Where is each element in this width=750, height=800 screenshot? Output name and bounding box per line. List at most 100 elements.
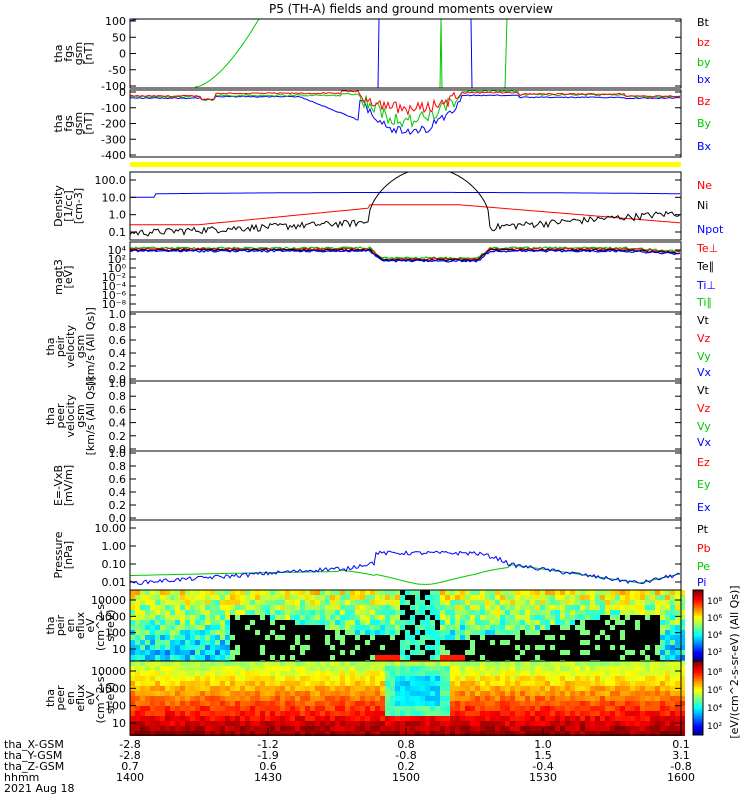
legend-entry: bz: [697, 36, 710, 49]
density-panel: 100.0 10.0 1.0 0.1 Density[1/cc][cm-3] Ne Ni Np…: [52, 171, 724, 241]
y-tick-label: -100: [101, 80, 126, 93]
x-tick-label: 1.0: [534, 738, 552, 751]
legend-entry: bx: [697, 73, 711, 86]
legend-entry: Bx: [697, 140, 712, 153]
legend-entry: Vt: [697, 384, 710, 397]
y-tick-label: 0: [119, 86, 126, 99]
y-tick-label: 0.01: [102, 576, 127, 589]
Ni-trace: [129, 171, 681, 237]
legend-entry: Vx: [697, 436, 712, 449]
Pe-trace: [129, 563, 681, 585]
colorbar-tick: 10⁴: [707, 631, 722, 641]
y-tick-label: 10000: [91, 665, 126, 678]
legend-entry: Vy: [697, 420, 711, 433]
y-axis-label: sr-eV): [104, 682, 117, 714]
x-tick-label: 0.1: [672, 738, 690, 751]
peer-velocity-frame: [129, 380, 682, 452]
peer-spectrogram-panel: 10000 1000 100 10 thapeerenefluxeV(cm^2-s-sr…: [44, 660, 682, 736]
y-tick-label: 10⁻⁸: [102, 298, 127, 311]
y-axis-label: gsm: [72, 42, 85, 65]
y-tick-label: 0.2: [109, 430, 127, 443]
bx-spike: [377, 18, 380, 89]
y-axis-label: [nPa]: [62, 541, 75, 569]
y-axis-label: Density: [52, 185, 65, 227]
colorbar-frame: [692, 660, 704, 736]
Bx-trace: [130, 94, 681, 136]
y-tick-label: 100: [105, 627, 126, 640]
legend-entry: Te∥: [696, 260, 714, 273]
y-tick-label: 100: [105, 15, 126, 28]
y-tick-label: 10⁻²: [102, 271, 126, 284]
y-axis-label: (cm^2-s-: [94, 673, 107, 724]
y-axis-label: eV: [84, 690, 97, 705]
y-tick-label: 0: [119, 48, 126, 61]
y-tick-label: 10: [112, 717, 126, 730]
y-axis-label: E=-VxB: [52, 465, 65, 506]
y-tick-label: 1.0: [109, 377, 127, 390]
date-label: 2021 Aug 18: [4, 782, 74, 795]
y-axis-label: tha: [52, 44, 65, 62]
Npot-trace: [130, 191, 680, 198]
y-tick-label: 10⁴: [108, 244, 127, 257]
x-tick-label: 0.8: [397, 738, 415, 751]
legend-entry: Vz: [697, 332, 711, 345]
y-axis-label: magt3: [52, 259, 65, 295]
y-axis-label: fgs: [62, 115, 75, 132]
colorbar-tick: 10⁸: [707, 668, 722, 678]
y-tick-label: 0.6: [109, 334, 127, 347]
colorbar-tick: 10⁸: [707, 597, 722, 607]
legend-entry: Pe: [697, 560, 710, 573]
legend-entry: Pb: [697, 542, 711, 555]
x-tick-label: 1530: [529, 771, 557, 784]
legend-entry: Ti∥: [696, 296, 712, 309]
x-tick-label: 0.6: [259, 760, 277, 773]
legend-entry: Npot: [697, 223, 724, 236]
x-tick-label: 3.1: [672, 749, 690, 762]
y-tick-label: 10000: [91, 594, 126, 607]
orbit-bar: [130, 162, 681, 167]
pressure-panel: 10.00 1.00 0.10 0.01 Pressure[nPa] Pt Pb Pe Pi: [52, 519, 711, 591]
y-tick-label: 0.4: [109, 417, 127, 430]
legend-entry: Vz: [697, 402, 711, 415]
y-axis-label: peir: [54, 335, 67, 357]
y-axis-label: gsm: [74, 335, 87, 358]
bx-by-trace: [194, 18, 260, 88]
y-tick-label: 10.00: [95, 522, 127, 535]
y-axis-label: eV: [84, 618, 97, 633]
y-tick-label: 0.8: [109, 460, 127, 473]
y-axis-label: eflux: [74, 611, 87, 639]
y-axis-label: tha: [44, 616, 57, 634]
y-axis-label: [1/cc]: [62, 190, 75, 221]
y-tick-label: 1.0: [109, 209, 127, 222]
y-tick-label: 1000: [98, 610, 126, 623]
legend-entry: Bz: [697, 95, 711, 108]
x-tick-label: -2.8: [119, 749, 140, 762]
legend-entry: Ey: [697, 478, 711, 491]
x-tick-label: -2.8: [119, 738, 140, 751]
y-axis-label: [nT]: [82, 42, 95, 64]
x-tick-label: -0.4: [532, 760, 553, 773]
y-tick-label: 0.6: [109, 403, 127, 416]
legend-entry: By: [697, 117, 712, 130]
colorbar-label: [eV/(cm^2-s-sr-eV) (All Qs)]: [728, 585, 741, 738]
y-tick-label: 10: [112, 643, 126, 656]
y-tick-label: 0.8: [109, 321, 127, 334]
y-axis-label: fgs: [62, 45, 75, 62]
efield-frame: [129, 450, 682, 521]
y-tick-label: 1.0: [109, 308, 127, 321]
y-axis-label: gsm: [72, 112, 85, 135]
Te-par-trace: [129, 248, 681, 262]
colorbar: 10⁸ 10⁶ 10⁴ 10² 10⁸ 10⁶ 10⁴ 10² [eV/(cm^2-s-sr-e…: [692, 585, 741, 739]
Bz-trace: [129, 90, 681, 117]
y-tick-label: 0.4: [109, 486, 127, 499]
y-tick-label: 10²: [108, 253, 126, 266]
legend-entry: Vy: [697, 350, 711, 363]
legend-entry: Vt: [697, 314, 710, 327]
y-tick-label: -50: [108, 64, 126, 77]
by-spike: [439, 18, 443, 89]
colorbar-tick: 10⁴: [707, 704, 722, 714]
legend-entry: Ne: [697, 179, 712, 192]
y-axis-label: Pressure: [52, 531, 65, 578]
y-axis-label: velocity: [64, 325, 77, 368]
